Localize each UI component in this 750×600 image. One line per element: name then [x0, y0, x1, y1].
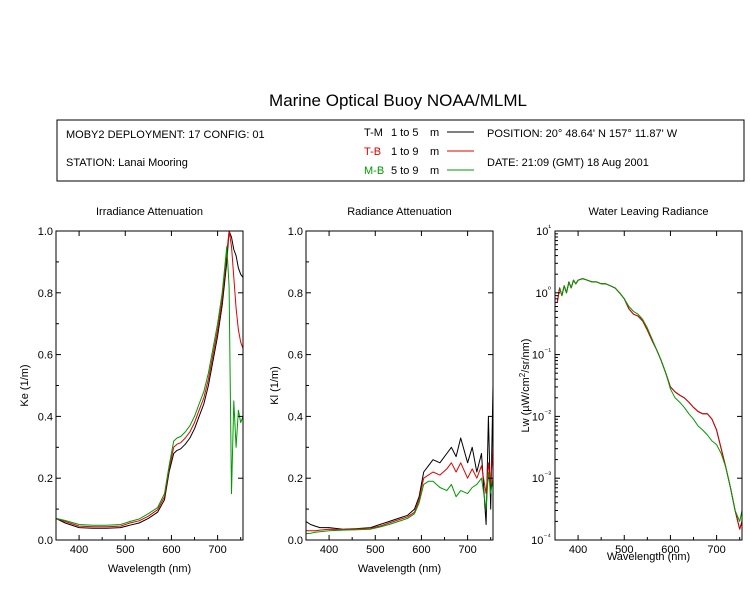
y-tick-label: 10¹	[536, 223, 551, 238]
x-tick-label: 700	[458, 544, 476, 556]
y-tick-label: 0.0	[288, 535, 303, 547]
x-tick-label: 400	[320, 544, 338, 556]
y-tick-label: 0.8	[288, 288, 303, 300]
y-tick-label: 0.6	[38, 350, 53, 362]
series-line-m-b	[56, 245, 243, 526]
x-tick-label: 600	[661, 544, 679, 556]
x-tick-label: 500	[366, 544, 384, 556]
deployment-text: MOBY2 DEPLOYMENT: 17 CONFIG: 01	[66, 129, 265, 141]
legend-item-t-m: T-M 1 to 5 m	[364, 127, 474, 139]
plot-frame	[554, 230, 743, 541]
legend-code: T-B	[364, 146, 381, 158]
panel-title: Irradiance Attenuation	[96, 206, 203, 218]
series-line-t-b	[556, 278, 742, 530]
x-tick-label: 700	[707, 544, 725, 556]
position-text: POSITION: 20° 48.64' N 157° 11.87' W	[487, 128, 678, 140]
series-line-t-m	[556, 278, 742, 530]
x-tick-label: 400	[70, 544, 88, 556]
y-axis-label: Kl (1/m)	[269, 366, 281, 405]
legend-unit: m	[430, 146, 439, 158]
y-tick-label: 0.6	[288, 350, 303, 362]
series-line-t-m	[56, 231, 243, 529]
panel-title: Radiance Attenuation	[347, 206, 452, 218]
legend-unit: m	[430, 165, 439, 177]
x-tick-label: 500	[615, 544, 633, 556]
x-tick-label: 700	[208, 544, 226, 556]
series-line-t-b	[306, 447, 493, 532]
legend-code: M-B	[364, 165, 384, 177]
x-axis-label: Wavelength (nm)	[358, 563, 441, 575]
y-tick-label: 0.0	[38, 535, 53, 547]
panel-title: Water Leaving Radiance	[588, 206, 708, 218]
y-tick-label: 0.2	[38, 473, 53, 485]
y-tick-label: 10⁻¹	[532, 347, 551, 362]
plot-frame	[55, 230, 244, 541]
series-line-m-b	[559, 278, 742, 522]
legend-range: 5 to 9	[391, 165, 419, 177]
y-axis-label: Lw (µW/cm2/sr/nm)	[518, 339, 532, 433]
legend-unit: m	[430, 127, 439, 139]
x-axis-label: Wavelength (nm)	[108, 563, 191, 575]
info-box: MOBY2 DEPLOYMENT: 17 CONFIG: 01 STATION:…	[56, 119, 745, 182]
station-text: STATION: Lanai Mooring	[66, 157, 188, 169]
x-tick-label: 500	[116, 544, 134, 556]
legend-item-t-b: T-B 1 to 9 m	[364, 146, 474, 158]
x-tick-label: 600	[162, 544, 180, 556]
y-tick-label: 10⁰	[536, 285, 551, 300]
series-line-t-b	[56, 231, 243, 528]
legend-range: 1 to 9	[391, 146, 419, 158]
x-axis-label: Wavelength (nm)	[607, 551, 690, 563]
x-tick-label: 600	[412, 544, 430, 556]
x-tick-label: 400	[569, 544, 587, 556]
series-group	[56, 231, 243, 529]
series-group	[306, 385, 493, 535]
y-tick-label: 10⁻²	[532, 408, 551, 423]
plot-frame	[305, 230, 494, 541]
y-tick-label: 0.4	[38, 411, 53, 423]
series-line-m-b	[306, 471, 493, 535]
date-text: DATE: 21:09 (GMT) 18 Aug 2001	[487, 157, 649, 169]
y-axis-label: Ke (1/m)	[19, 364, 31, 406]
y-tick-label: 0.2	[288, 473, 303, 485]
panel-water-leaving-radiance: Water Leaving Radiance 400 500 600 700 10⁻⁴ 10…	[518, 206, 743, 563]
y-tick-label: 1.0	[38, 226, 53, 238]
legend-range: 1 to 5	[391, 127, 419, 139]
panel-irradiance-attenuation: Irradiance Attenuation 400 500 600 700 0.0 0.2…	[19, 206, 244, 575]
panel-radiance-attenuation: Radiance Attenuation 400 500 600 700 0.0 0.2 0.…	[269, 206, 494, 575]
y-tick-label: 10⁻⁴	[531, 532, 551, 547]
y-tick-label: 10⁻³	[532, 470, 551, 485]
series-group	[556, 278, 742, 530]
page-title: Marine Optical Buoy NOAA/MLML	[269, 91, 527, 110]
legend: T-M 1 to 5 m T-B 1 to 9 m M-B 5 to 9 m	[364, 127, 474, 177]
info-box-frame	[56, 119, 745, 182]
legend-code: T-M	[364, 127, 383, 139]
y-tick-label: 0.8	[38, 288, 53, 300]
series-line-t-m	[306, 385, 493, 530]
legend-item-m-b: M-B 5 to 9 m	[364, 165, 474, 177]
y-tick-label: 1.0	[288, 226, 303, 238]
y-tick-label: 0.4	[288, 411, 303, 423]
